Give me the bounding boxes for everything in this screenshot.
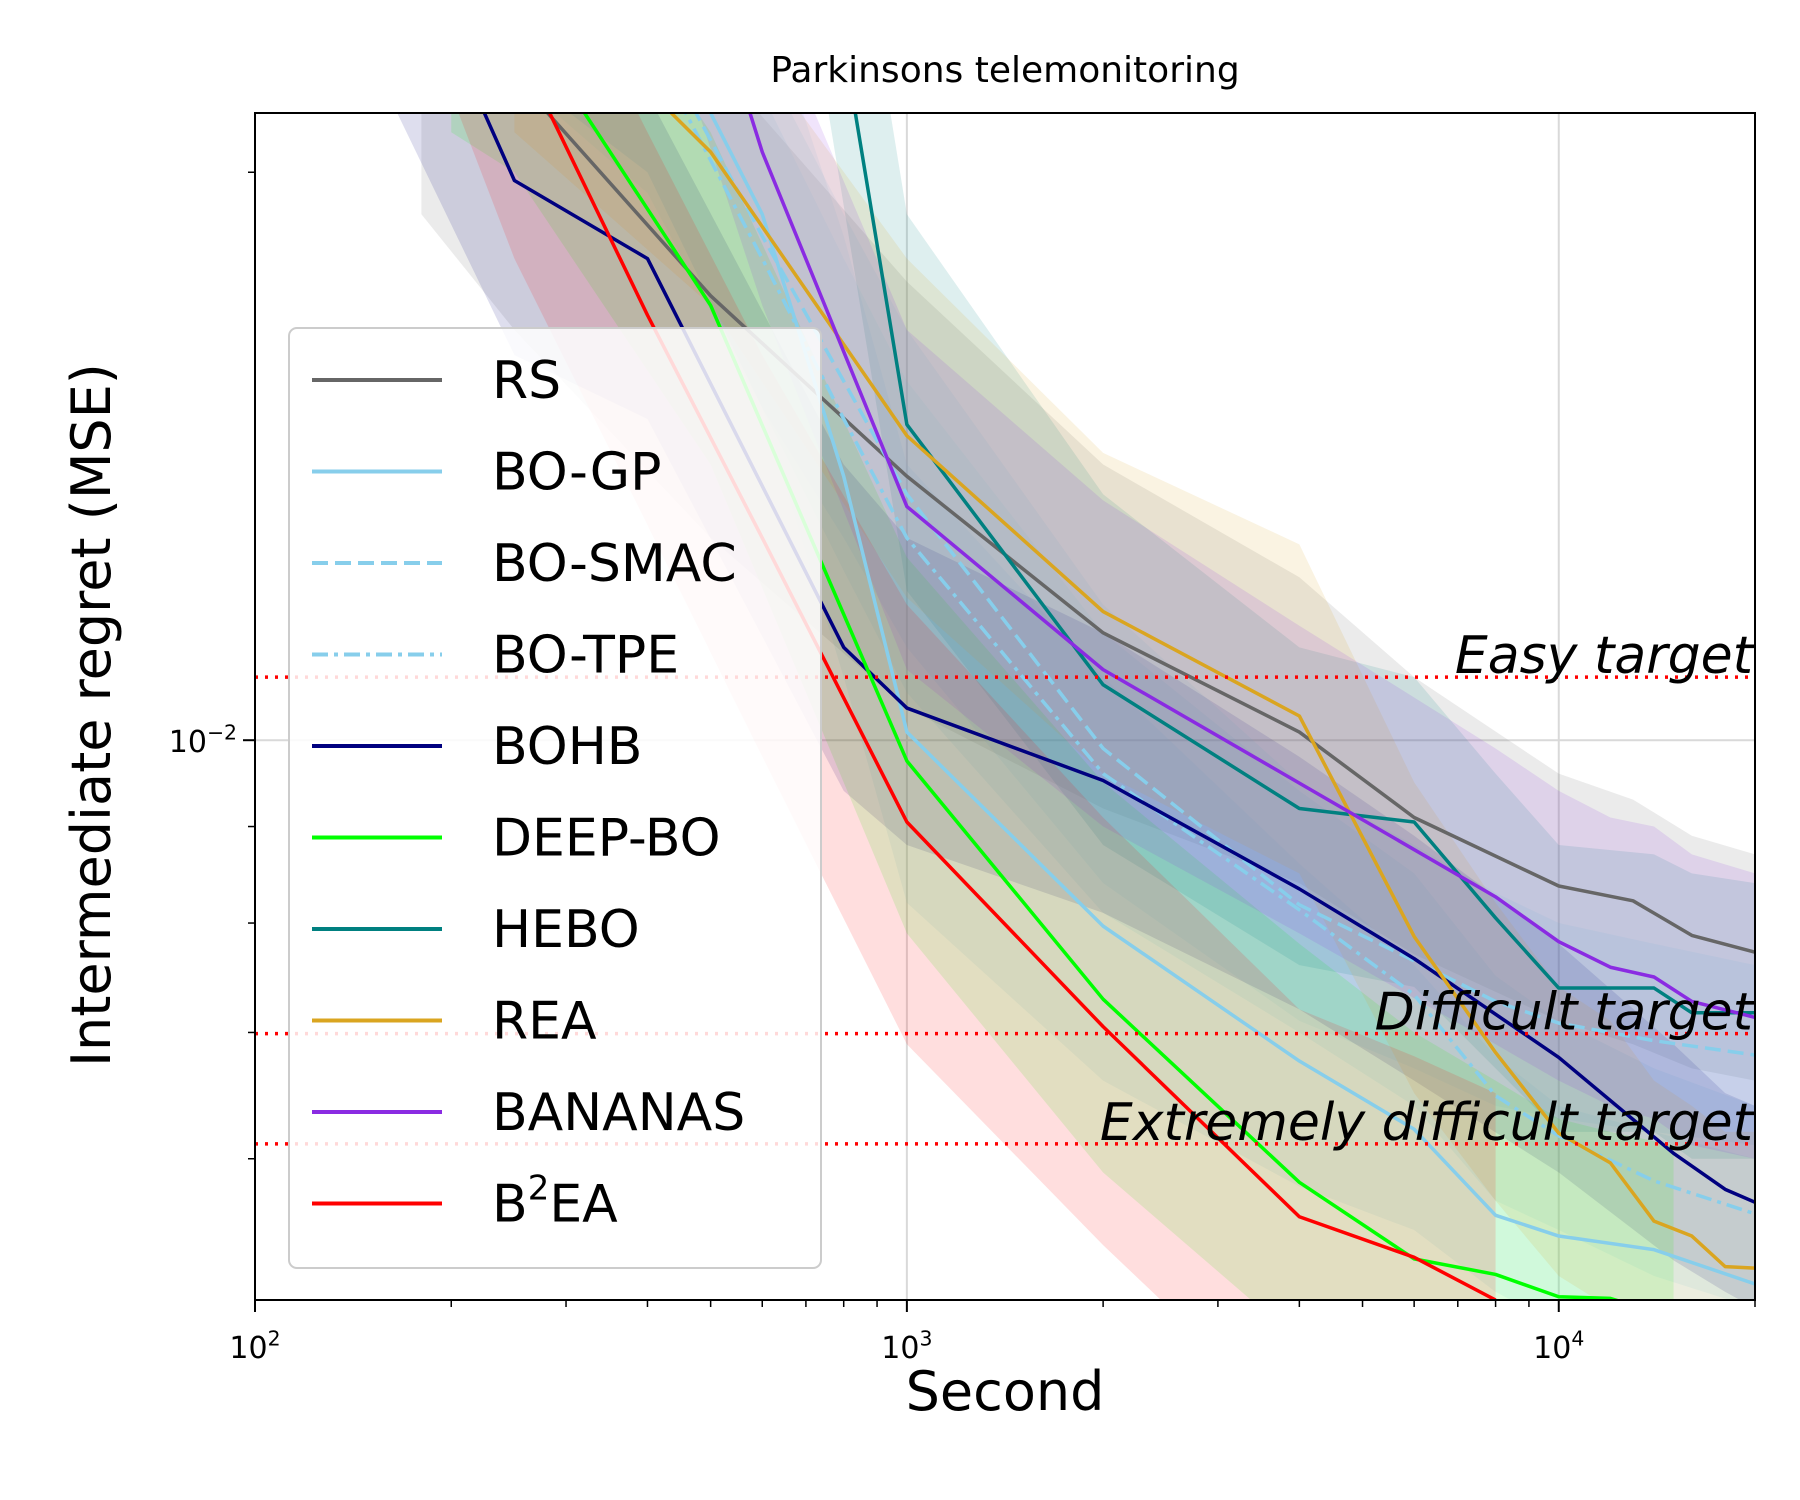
target-label-2: Extremely difficult target	[1100, 1093, 1755, 1153]
legend: RS BO-GP BO-SMAC BO-TPE BOHB DEEP-BO HEBO REA BA…	[288, 327, 822, 1269]
y-tick-label-0: 10−2	[169, 721, 237, 761]
chart-title: Parkinsons telemonitoring	[770, 50, 1239, 91]
y-axis-label: Intermediate regret (MSE)	[60, 363, 123, 1067]
x-tick-label-2: 104	[1533, 1326, 1584, 1366]
band-6	[828, 113, 1755, 1159]
legend-label-4: BOHB	[492, 717, 642, 777]
series-line-4	[482, 113, 1755, 1204]
series-line-8	[748, 113, 1755, 1020]
series-line-5	[582, 113, 1622, 1300]
legend-label-8: BANANAS	[492, 1083, 745, 1143]
series-lines	[482, 113, 1755, 1300]
legend-label-2: BO-SMAC	[492, 534, 737, 594]
legend-label-5: DEEP-BO	[492, 809, 721, 869]
series-line-0	[545, 113, 1755, 954]
target-label-1: Difficult target	[1375, 983, 1755, 1043]
series-line-9	[547, 113, 1497, 1300]
band-2	[569, 113, 1755, 1146]
x-axis-label: Second	[906, 1360, 1105, 1423]
legend-box	[288, 327, 822, 1269]
plot-frame	[254, 112, 1756, 1301]
series-line-6	[853, 113, 1755, 1015]
axis-ticks: 102 103 104 10−2	[169, 171, 1756, 1366]
band-8	[698, 113, 1755, 1159]
series-line-3	[683, 113, 1755, 1216]
x-tick-label-0: 102	[229, 1326, 280, 1366]
band-3	[555, 113, 1755, 1300]
series-line-7	[668, 113, 1755, 1270]
x-tick-label-1: 103	[881, 1326, 932, 1366]
legend-label-3: BO-TPE	[492, 626, 679, 686]
legend-label-9: B2EA	[492, 1169, 618, 1235]
legend-label-0: RS	[492, 351, 561, 411]
target-label-0: Easy target	[1455, 626, 1755, 686]
legend-label-6: HEBO	[492, 900, 640, 960]
legend-label-1: BO-GP	[492, 443, 661, 503]
series-line-1	[708, 113, 1755, 1286]
legend-label-7: REA	[492, 992, 597, 1052]
